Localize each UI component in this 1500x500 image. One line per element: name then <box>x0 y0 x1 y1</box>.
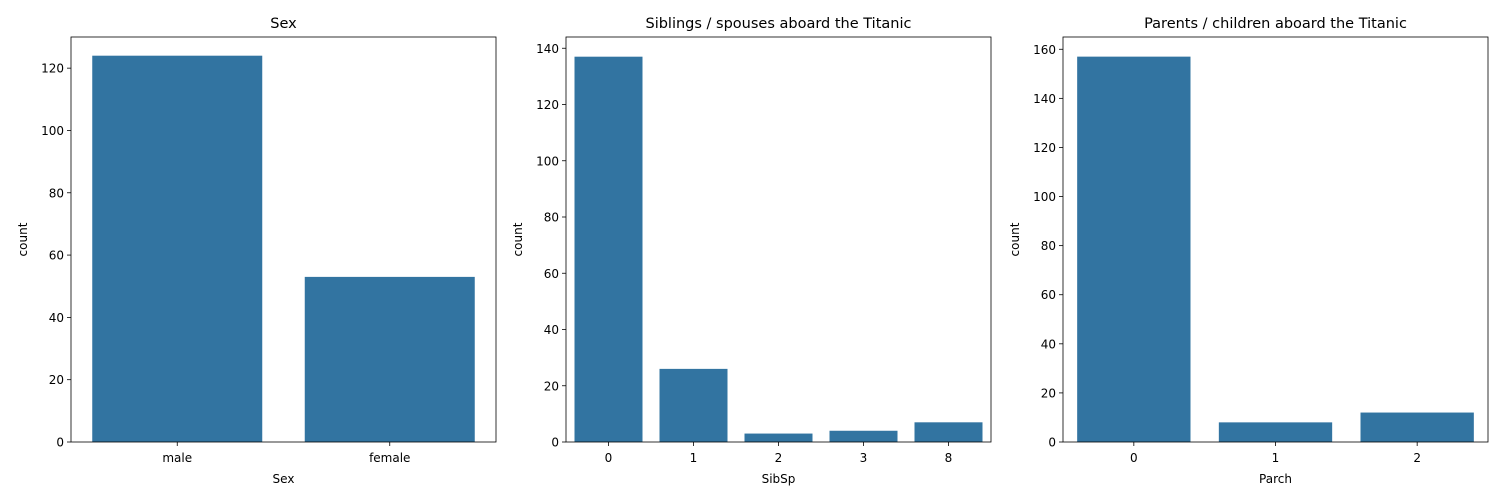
y-tick-label: 80 <box>49 186 64 200</box>
bar-2 <box>1360 412 1474 442</box>
x-axis-label: Sex <box>273 472 295 486</box>
y-tick-label: 40 <box>1041 337 1056 351</box>
bar-1 <box>659 368 728 442</box>
y-tick-label: 80 <box>1041 239 1056 253</box>
y-tick-label: 20 <box>544 379 559 393</box>
y-tick-label: 140 <box>536 42 559 56</box>
y-tick-label: 60 <box>49 249 64 263</box>
y-tick-label: 160 <box>1033 43 1056 57</box>
bar-male <box>92 55 263 442</box>
x-axis-label: Parch <box>1259 472 1292 486</box>
x-tick-label: male <box>162 451 192 465</box>
y-tick-label: 120 <box>536 98 559 112</box>
chart-panel-2: 0 20 40 60 80 100 120 140 0 1 2 3 8 Siblings / spouse… <box>511 16 992 486</box>
y-tick-label: 0 <box>56 436 64 450</box>
chart-panel-1: 0 20 40 60 80 100 120 male female Sex Sex count <box>16 16 497 486</box>
y-tick-label: 20 <box>49 373 64 387</box>
x-tick-label: 8 <box>945 451 953 465</box>
y-tick-label: 80 <box>544 211 559 225</box>
y-tick-label: 100 <box>1033 190 1056 204</box>
chart-panel-3: 0 20 40 60 80 100 120 140 160 0 1 2 Parents / childr… <box>1008 16 1489 486</box>
y-tick-label: 40 <box>49 311 64 325</box>
x-tick-label: 0 <box>605 451 613 465</box>
x-tick-label: 2 <box>775 451 783 465</box>
x-tick-label: 2 <box>1413 451 1421 465</box>
y-tick-label: 0 <box>1048 436 1056 450</box>
y-tick-label: 120 <box>1033 141 1056 155</box>
chart-title: Parents / children aboard the Titanic <box>1144 16 1407 32</box>
bar-3 <box>829 430 898 442</box>
chart-title: Siblings / spouses aboard the Titanic <box>646 16 912 32</box>
y-tick-label: 40 <box>544 323 559 337</box>
x-tick-label: female <box>369 451 410 465</box>
x-tick-label: 3 <box>860 451 868 465</box>
x-tick-label: 1 <box>1272 451 1280 465</box>
y-tick-label: 60 <box>544 267 559 281</box>
bar-2 <box>744 433 813 442</box>
chart-title: Sex <box>270 16 297 32</box>
y-tick-label: 20 <box>1041 386 1056 400</box>
y-axis-label: count <box>16 222 30 256</box>
y-axis-label: count <box>511 222 525 256</box>
y-tick-label: 0 <box>551 436 559 450</box>
y-axis-label: count <box>1008 222 1022 256</box>
y-tick-label: 120 <box>41 62 64 76</box>
axes-frame <box>70 36 497 443</box>
bar-0 <box>1077 56 1191 443</box>
y-tick-label: 100 <box>41 124 64 138</box>
x-axis-label: SibSp <box>762 472 796 486</box>
y-tick-label: 100 <box>536 154 559 168</box>
bar-1 <box>1218 422 1333 442</box>
bar-female <box>304 276 475 442</box>
x-tick-label: 1 <box>690 451 698 465</box>
x-tick-label: 0 <box>1130 451 1138 465</box>
y-tick-label: 60 <box>1041 288 1056 302</box>
bar-8 <box>914 422 983 442</box>
y-tick-label: 140 <box>1033 92 1056 106</box>
bar-0 <box>574 56 643 442</box>
